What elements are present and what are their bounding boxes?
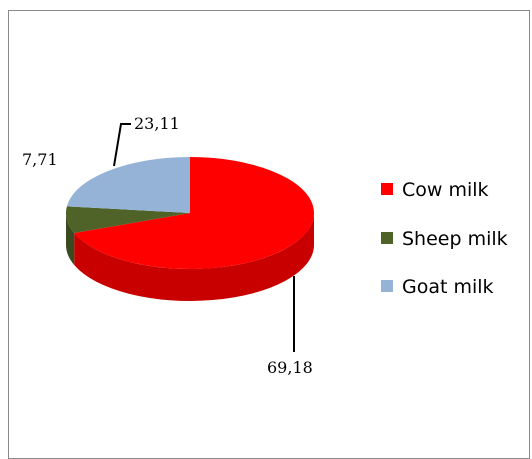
legend-label-cow: Cow milk xyxy=(402,179,489,201)
legend-label-sheep: Sheep milk xyxy=(402,228,508,250)
data-label-goat: 23,11 xyxy=(134,114,180,133)
legend: Cow milk Sheep milk Goat milk xyxy=(381,179,508,298)
pie-side-sheep xyxy=(66,213,75,266)
data-label-cow: 69,18 xyxy=(267,358,313,377)
legend-label-goat: Goat milk xyxy=(402,276,494,298)
pie-depth-group xyxy=(66,213,314,301)
pie-slice-cow xyxy=(74,157,315,269)
legend-swatch-sheep xyxy=(381,232,393,244)
leader-line-goat xyxy=(113,123,131,167)
legend-swatch-cow xyxy=(381,183,393,195)
pie-top-group xyxy=(65,157,315,269)
pie-side-cow xyxy=(74,213,314,301)
pie-slice-goat xyxy=(66,157,190,213)
data-label-sheep: 7,71 xyxy=(22,150,58,169)
legend-swatch-goat xyxy=(381,280,393,292)
pie-slice-sheep xyxy=(65,206,190,234)
